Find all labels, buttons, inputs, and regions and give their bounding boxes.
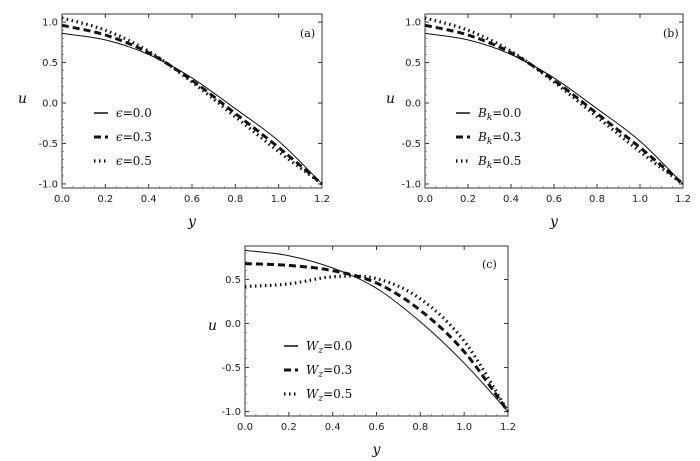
x-tick-label: 0.4	[503, 194, 519, 205]
y-tick-label: 0.0	[405, 99, 421, 110]
chart-panel-2: 0.0 0.2 0.4 0.6 0.8 1.0 1.2 -1.0 -0.5 0.0 0.5 1.0 u y…	[386, 13, 691, 230]
x-tick-label: 0.6	[369, 422, 385, 433]
series-line-solid	[244, 249, 509, 412]
panel-label: (c)	[482, 258, 497, 271]
series-line-dotted	[424, 16, 684, 186]
y-tick-label: 0.5	[42, 58, 58, 69]
series-line-dotted	[244, 274, 510, 413]
legend-label: Wz=0.0	[306, 339, 352, 356]
series-line-solid	[61, 32, 323, 185]
x-tick-label: 1.0	[456, 422, 472, 433]
y-tick-label: 0.5	[225, 275, 241, 286]
series-line-dashed	[244, 262, 510, 413]
y-tick-label: -1.0	[38, 179, 58, 190]
x-tick-label: 0.4	[141, 194, 157, 205]
plot-frame	[244, 245, 509, 417]
panel-label: (a)	[300, 27, 315, 40]
legend-label: Bk=0.5	[477, 154, 521, 171]
y-tick-label: 0.0	[42, 99, 58, 110]
y-tick-label: -1.0	[401, 179, 421, 190]
chart-panel-3: 0.0 0.2 0.4 0.6 0.8 1.0 1.2 -1.0 -0.5 0.0 0.5 u y (c)…	[208, 245, 516, 458]
y-tick-label: -1.0	[221, 407, 241, 418]
x-tick-label: 0.6	[184, 194, 200, 205]
x-tick-label: 0.0	[54, 194, 70, 205]
y-tick-label: 0.0	[225, 319, 241, 330]
legend-label: Bk=0.0	[477, 106, 521, 123]
x-axis-label: y	[187, 214, 197, 230]
series-line-dashed	[61, 23, 323, 186]
y-tick-label: -0.5	[401, 139, 421, 150]
series-line-dashed	[424, 23, 684, 186]
plot-frame	[424, 13, 684, 189]
plot-frame	[61, 13, 323, 189]
series-line-solid	[424, 32, 684, 185]
panel-label: (b)	[663, 27, 679, 40]
x-tick-label: 0.8	[412, 422, 428, 433]
x-tick-label: 0.8	[589, 194, 605, 205]
x-tick-label: 1.0	[271, 194, 287, 205]
y-axis-label: u	[386, 91, 395, 107]
x-tick-label: 1.2	[500, 422, 516, 433]
x-tick-label: 1.2	[314, 194, 330, 205]
x-tick-label: 0.6	[546, 194, 562, 205]
x-tick-label: 0.8	[227, 194, 243, 205]
x-axis-label: y	[549, 214, 559, 230]
legend-label: Wz=0.3	[306, 363, 352, 380]
legend-label: ϵ=0.5	[116, 154, 152, 168]
series-line-dotted	[61, 16, 323, 186]
x-tick-label: 0.2	[97, 194, 113, 205]
x-tick-label: 0.2	[281, 422, 297, 433]
x-tick-label: 0.0	[237, 422, 253, 433]
y-axis-label: u	[208, 318, 217, 334]
x-tick-label: 0.2	[460, 194, 476, 205]
x-tick-label: 0.4	[325, 422, 341, 433]
y-tick-label: 1.0	[42, 18, 58, 29]
legend-label: ϵ=0.0	[116, 106, 152, 120]
x-tick-label: 0.0	[417, 194, 433, 205]
legend-label: Bk=0.3	[477, 130, 521, 147]
chart-panel-1: 0.0 0.2 0.4 0.6 0.8 1.0 1.2 -1.0 -0.5 0.0 0.5 1.0 u y…	[18, 13, 330, 230]
y-tick-label: -0.5	[221, 363, 241, 374]
x-tick-label: 1.0	[632, 194, 648, 205]
y-tick-label: -0.5	[38, 139, 58, 150]
x-axis-label: y	[372, 442, 382, 458]
legend-label: Wz=0.5	[306, 387, 352, 404]
y-axis-label: u	[18, 91, 27, 107]
y-tick-label: 1.0	[405, 18, 421, 29]
y-tick-label: 0.5	[405, 58, 421, 69]
x-tick-label: 1.2	[675, 194, 691, 205]
legend-label: ϵ=0.3	[116, 130, 152, 144]
